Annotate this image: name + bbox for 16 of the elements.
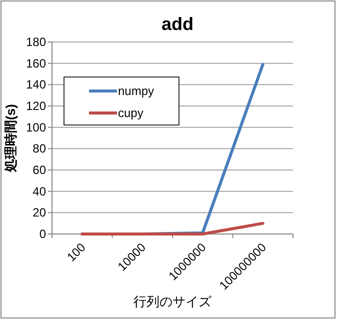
x-axis-title: 行列のサイズ [134, 294, 212, 309]
y-tick-label: 100 [26, 120, 46, 134]
legend-label: cupy [118, 106, 144, 120]
y-tick-label: 120 [26, 99, 46, 113]
x-tick-label: 100 [64, 240, 88, 264]
y-tick-label: 160 [26, 56, 46, 70]
y-tick-label: 60 [32, 163, 46, 177]
y-tick-label: 180 [26, 35, 46, 49]
y-tick-label: 140 [26, 78, 46, 92]
y-tick-label: 20 [32, 206, 46, 220]
y-axis-title: 処理時間(s) [3, 104, 18, 173]
chart-title: add [161, 14, 194, 34]
y-tick-label: 40 [32, 184, 46, 198]
legend-label: numpy [118, 84, 154, 98]
y-tick-label: 80 [32, 142, 46, 156]
y-tick-label: 0 [39, 227, 46, 241]
